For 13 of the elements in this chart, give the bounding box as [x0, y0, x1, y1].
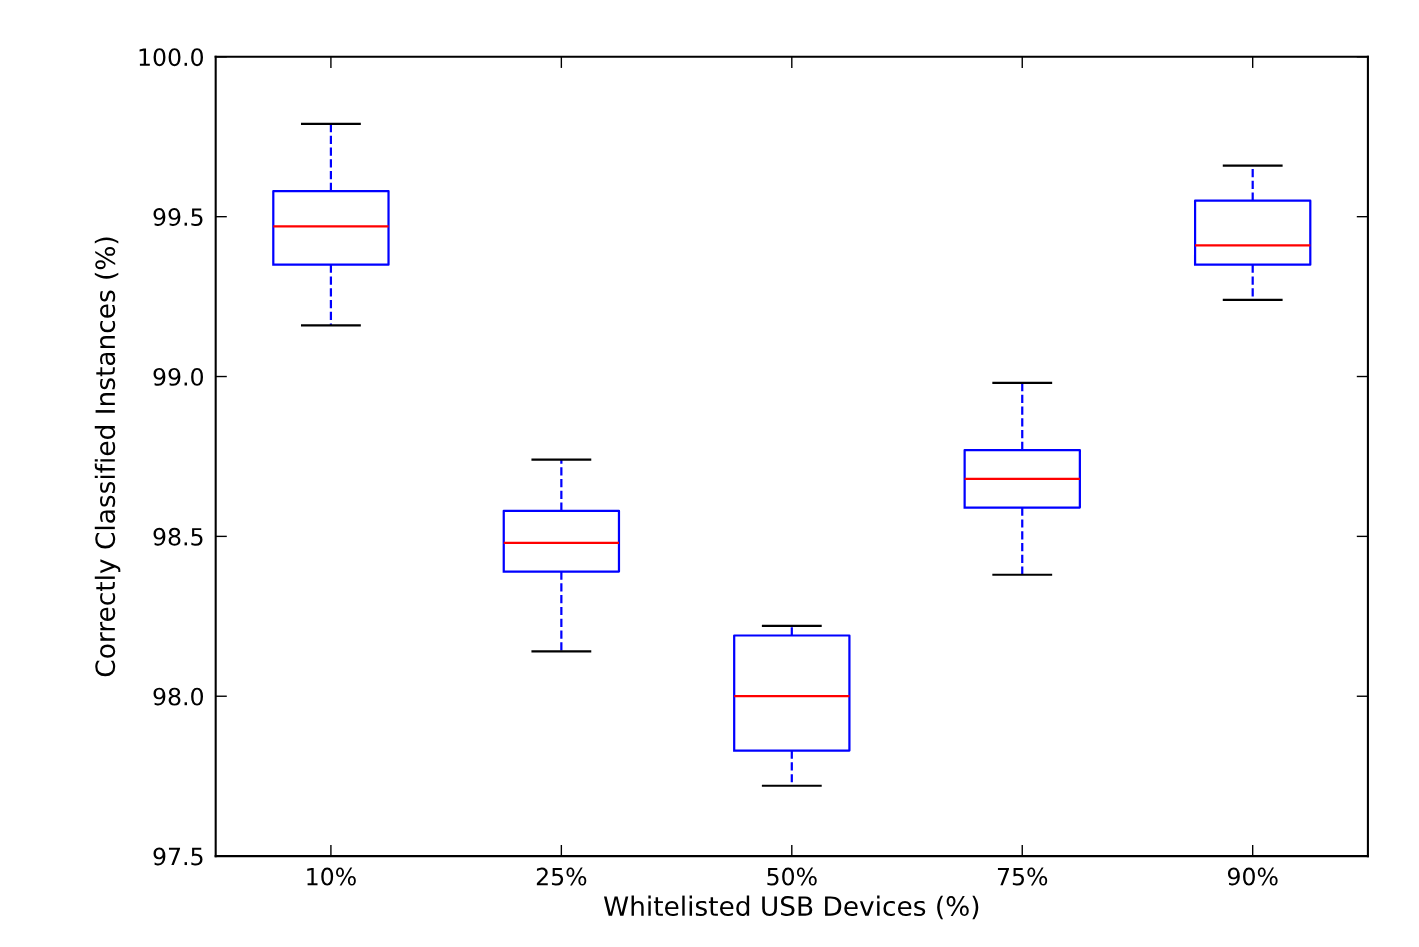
x-tick-label: 90% — [1227, 867, 1278, 886]
y-tick-label: 99.0 — [153, 367, 204, 386]
y-axis-title: Correctly Classified Instances (%) — [94, 237, 121, 677]
y-tick-label: 98.0 — [153, 687, 204, 706]
x-axis-title: Whitelisted USB Devices (%) — [603, 895, 979, 920]
x-tick-label: 50% — [767, 867, 817, 886]
y-tick-label: 97.5 — [153, 847, 203, 866]
y-tick-label: 99.5 — [153, 208, 203, 226]
x-tick-label: 75% — [997, 867, 1048, 886]
y-tick-label: 98.5 — [153, 527, 203, 546]
y-tick-label: 100.0 — [139, 48, 204, 67]
x-tick-label: 10% — [307, 867, 356, 886]
x-tick-label: 25% — [536, 867, 587, 886]
